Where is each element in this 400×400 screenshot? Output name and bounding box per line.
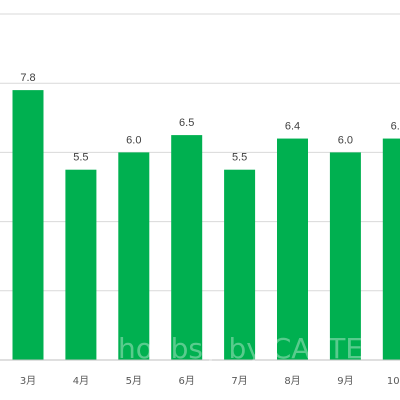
bar-5 — [224, 169, 256, 360]
bar-7 — [329, 152, 361, 360]
x-tick-label: 7月 — [231, 375, 247, 387]
data-label: 6.0 — [338, 134, 353, 146]
x-tick-label: 6月 — [179, 375, 195, 387]
data-label: 6.5 — [179, 117, 194, 129]
x-tick-label: 8月 — [284, 375, 300, 387]
data-labels: 7.8 5.5 6.0 6.5 5.5 6.4 6.0 6.4 — [20, 72, 400, 164]
x-tick-label: 3月 — [20, 375, 36, 387]
x-tick-label: 5月 — [126, 375, 142, 387]
bar-6 — [277, 138, 308, 360]
bar-3 — [118, 152, 150, 360]
x-tick-label: 10月 — [387, 375, 400, 387]
data-label: 6.0 — [126, 134, 141, 146]
bar-1 — [12, 90, 44, 361]
x-tick-label: 4月 — [73, 375, 89, 387]
data-label: 7.8 — [20, 72, 35, 84]
data-label: 5.5 — [232, 152, 247, 164]
data-label: 6.4 — [285, 121, 300, 133]
watermark: hobbsy by CASTEL — [118, 332, 379, 365]
x-tick-label: 9月 — [337, 375, 353, 387]
x-tick-labels: 3月 4月 5月 6月 7月 8月 9月 10月 — [20, 375, 400, 387]
bar-2 — [65, 169, 97, 360]
data-label: 5.5 — [73, 152, 88, 164]
bars — [12, 90, 400, 361]
data-label: 6.4 — [391, 121, 400, 133]
bar-8 — [382, 138, 400, 360]
bar-4 — [171, 135, 203, 360]
